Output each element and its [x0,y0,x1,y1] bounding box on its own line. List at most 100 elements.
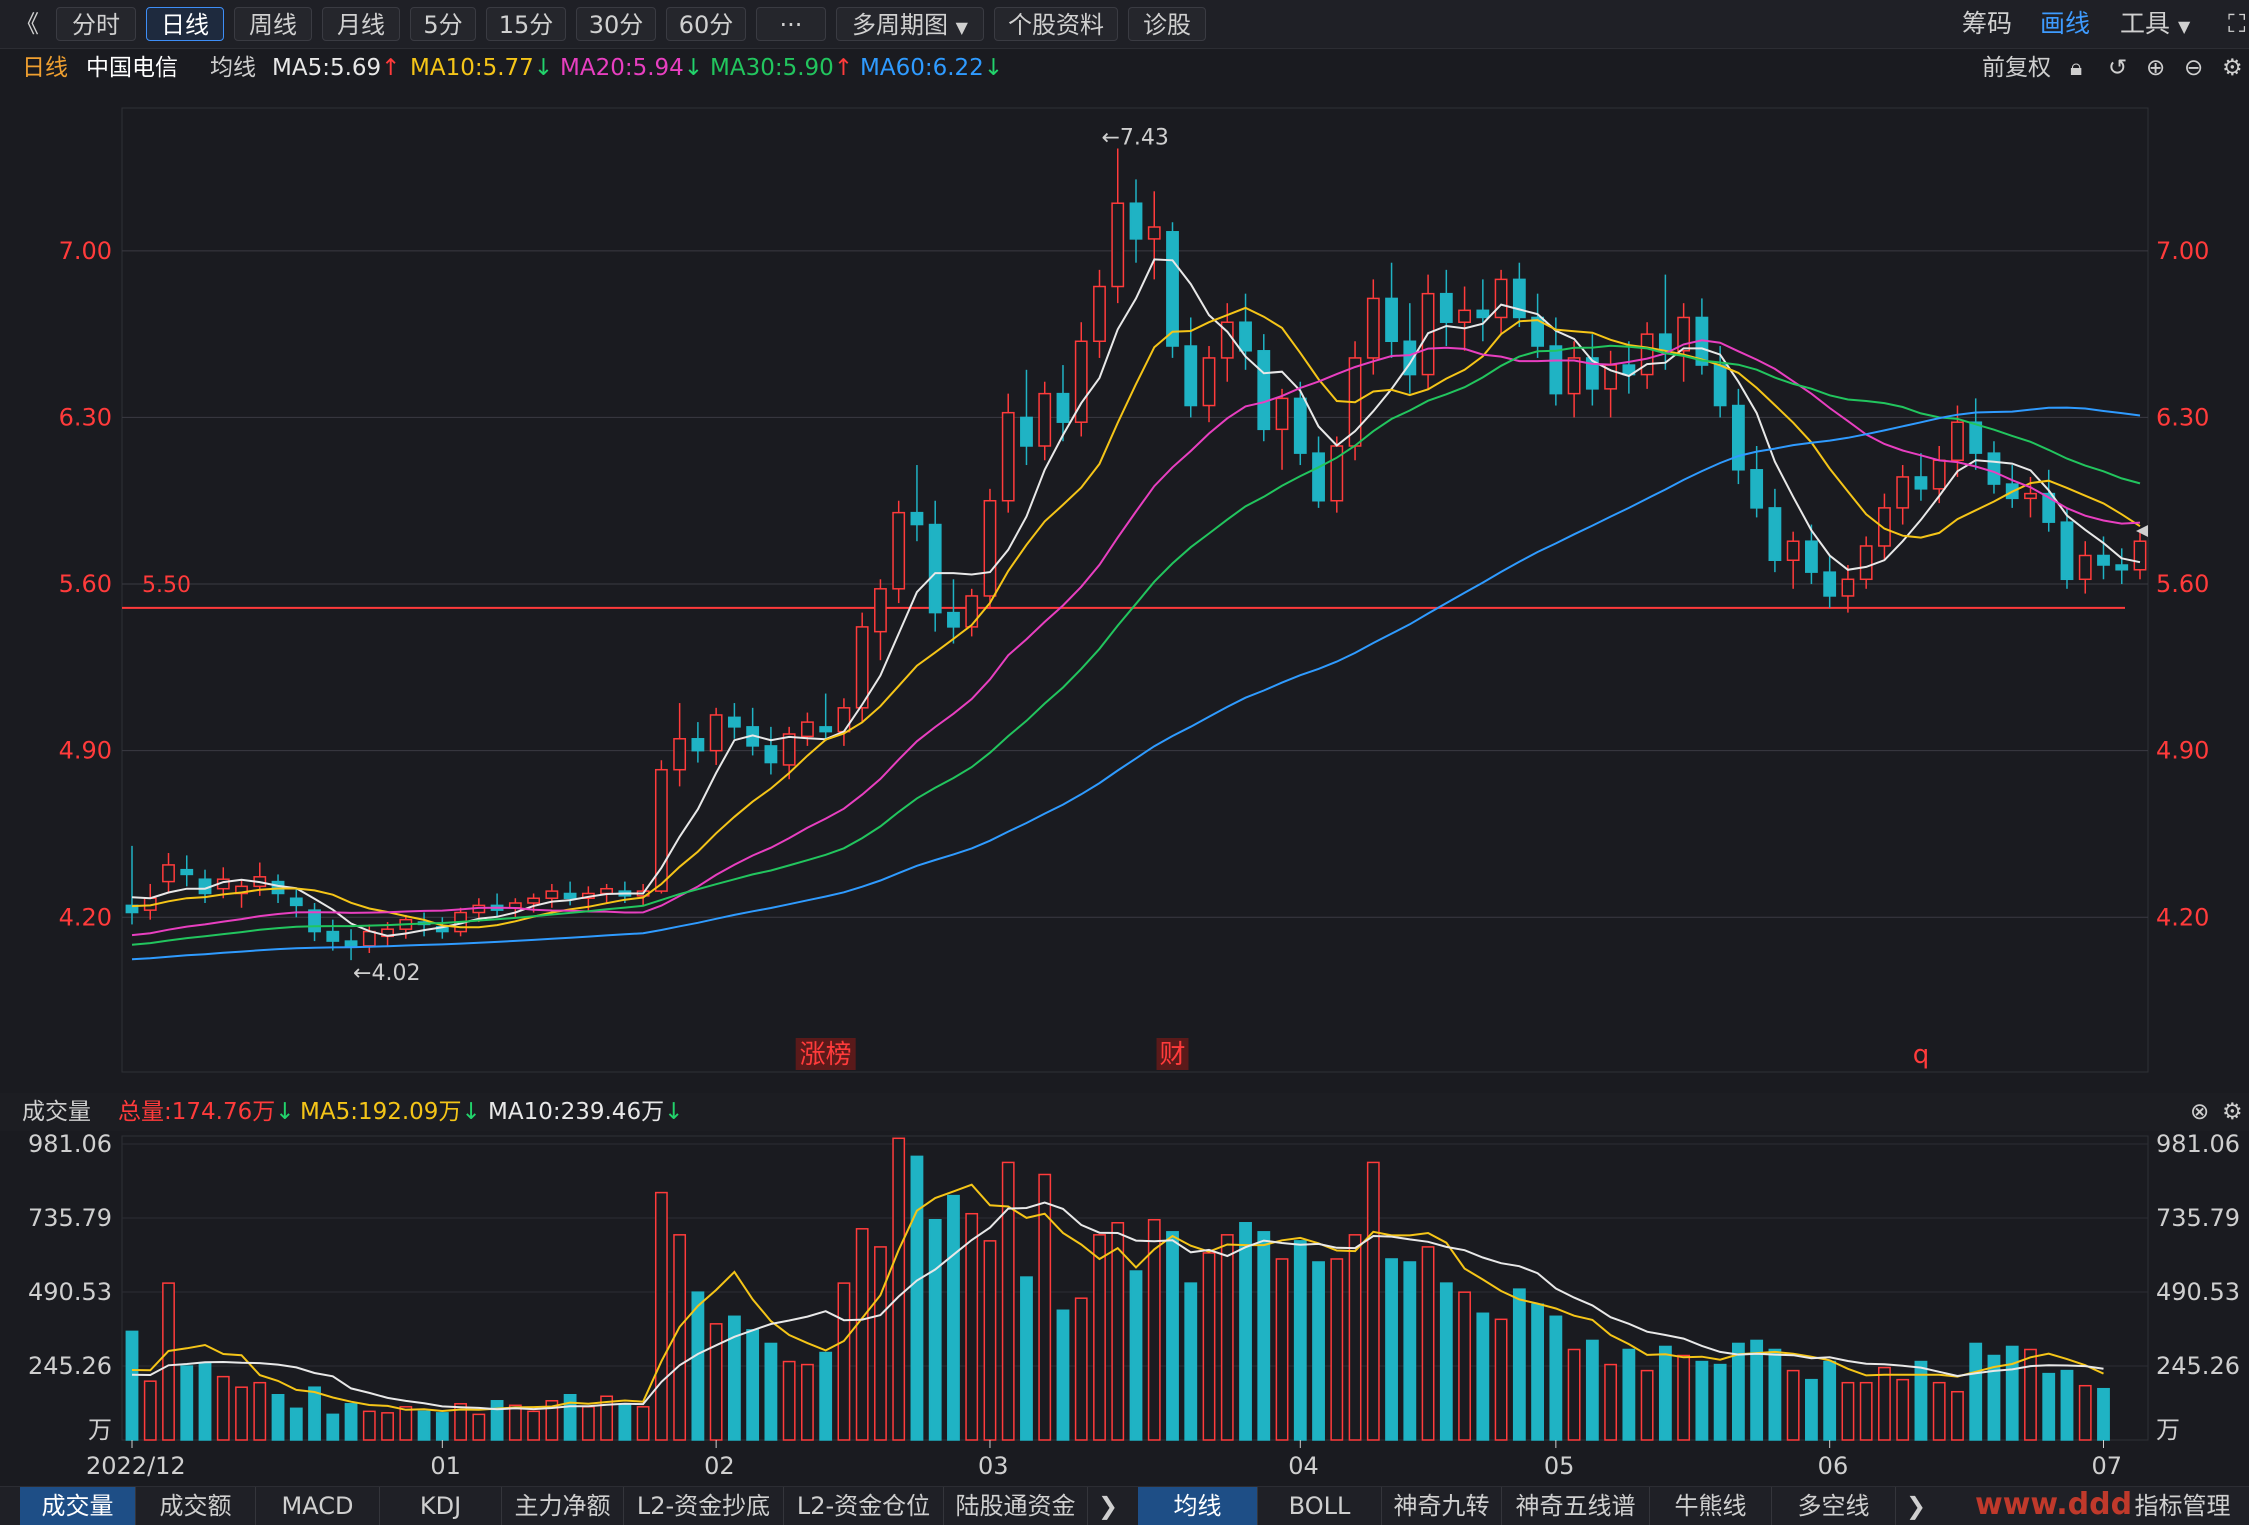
ma30-text: MA30:5.90 [710,55,834,81]
volume-bar [1731,1342,1745,1441]
kline-chart[interactable]: 4.20 4.20 4.90 4.90 5.60 5.60 6.30 6.30 7.00 7.00… [0,0,2249,1486]
volume-bar [654,1191,668,1441]
candle-body [1987,452,2001,485]
tab-minute[interactable]: 分时 [56,7,136,41]
fullscreen-icon[interactable]: ⛶ [2228,9,2246,38]
x-tick-label: 02 [704,1452,735,1480]
volume-bar [381,1412,394,1441]
volume-bar [472,1413,486,1441]
candle-body [691,738,705,752]
tab-multi-period[interactable]: 多周期图 ▼ [836,7,984,41]
volume-bar [1184,1282,1198,1441]
volume-bar [691,1291,705,1441]
chevron-right-icon[interactable]: ❯ [1905,1492,1927,1520]
candle-body [563,892,577,899]
candle-body [1074,340,1088,423]
more-icon[interactable]: ··· [756,7,826,41]
volume-bar [600,1395,614,1441]
indicator-manage-button[interactable]: 指标管理 [2134,1492,2231,1520]
volume-bar [673,1234,687,1441]
tab-diagnose[interactable]: 诊股 [1128,7,1206,41]
candle-body [1969,421,1983,454]
event-marker-bg [795,1038,856,1070]
tab-turnover[interactable]: 成交额 [136,1487,256,1525]
zoom-in-icon[interactable]: ⊕ [2146,55,2166,81]
candle-body [965,595,979,628]
tab-monthly[interactable]: 月线 [322,7,400,41]
candle-body [1020,416,1033,447]
tab-volume[interactable]: 成交量 [20,1487,136,1525]
event-marker-label: 财 [1160,1040,1186,1070]
ma10-arrow: ↓ [533,55,554,81]
event-marker: 涨榜 [795,1038,856,1070]
candle-body [1585,357,1599,390]
back-button[interactable]: 《 [15,10,39,38]
candle-body [326,930,340,942]
tab-northbound[interactable]: 陆股通资金 [944,1487,1088,1525]
tab-60min[interactable]: 60分 [666,7,746,41]
ma30-arrow: ↑ [833,55,854,81]
tab-boll[interactable]: BOLL [1258,1487,1382,1525]
zoom-out-icon[interactable]: ⊖ [2184,55,2204,81]
tab-5min[interactable]: 5分 [410,7,476,41]
volume-bar [308,1386,321,1441]
candle-body [2024,492,2037,500]
tab-bull-bear[interactable]: 牛熊线 [1650,1487,1772,1525]
volume-bar [1293,1240,1307,1441]
tab-ma[interactable]: 均线 [1138,1487,1258,1525]
candle-body [2133,540,2147,571]
draw-line-button[interactable]: 画线 [2040,9,2091,38]
ma60-value: MA60:6.22↓ [860,50,1003,86]
candle-body [527,897,541,904]
tab-daily[interactable]: 日线 [146,7,224,41]
candle-body [947,611,960,628]
tab-l2-bottom[interactable]: L2-资金抄底 [624,1487,784,1525]
volume-bar [1385,1258,1398,1441]
x-tick-label: 2022/12 [86,1452,186,1480]
tab-magic-five[interactable]: 神奇五线谱 [1502,1487,1650,1525]
volume-bar [746,1329,760,1441]
volume-tick-label-right: 245.26 [2156,1352,2240,1380]
tab-15min[interactable]: 15分 [486,7,566,41]
volume-bar [618,1403,632,1441]
candle-body [1512,278,1526,319]
candle-body [289,897,303,907]
tab-kdj[interactable]: KDJ [380,1487,502,1525]
tab-l2-position[interactable]: L2-资金仓位 [784,1487,944,1525]
tools-button[interactable]: 工具 ▼ [2120,7,2190,41]
x-tick-label: 05 [1544,1452,1575,1480]
candle-body [2115,564,2129,571]
volume-bar [874,1246,887,1441]
candle-body [1312,452,1325,502]
lock-icon[interactable]: 🔒︎ [2070,55,2083,81]
adjust-mode[interactable]: 前复权 [1982,55,2051,81]
gear-icon[interactable]: ⚙ [2222,55,2243,81]
tab-stock-info[interactable]: 个股资料 [994,7,1118,41]
gear-icon[interactable]: ⚙ [2222,1099,2243,1125]
tab-long-short[interactable]: 多空线 [1772,1487,1896,1525]
candle-body [1622,364,1636,376]
close-icon[interactable]: ⊗ [2190,1099,2210,1125]
tab-weekly[interactable]: 周线 [234,7,312,41]
tab-td9[interactable]: 神奇九转 [1382,1487,1502,1525]
volume-bar [764,1342,778,1441]
volume-bar [892,1137,906,1441]
chips-button[interactable]: 筹码 [1962,9,2013,38]
tab-main-net[interactable]: 主力净额 [502,1487,624,1525]
chevron-right-icon[interactable]: ❯ [1097,1492,1119,1520]
volume-bar [1823,1360,1837,1441]
tab-macd[interactable]: MACD [256,1487,380,1525]
volume-unit-right: 万 [2156,1416,2180,1444]
tab-30min[interactable]: 30分 [576,7,656,41]
undo-icon[interactable]: ↺ [2108,55,2128,81]
volume-bar [1166,1231,1179,1441]
volume-total: 总量:174.76万↓ [118,1093,295,1131]
volume-bar [2097,1387,2110,1441]
volume-bar [1275,1258,1289,1441]
ma5-value: MA5:5.69↑ [272,50,400,86]
candle-body [600,887,614,895]
candle-body [1275,397,1289,431]
volume-bar [1677,1354,1691,1441]
volume-bar [1421,1246,1435,1441]
candle-body [1677,316,1691,352]
